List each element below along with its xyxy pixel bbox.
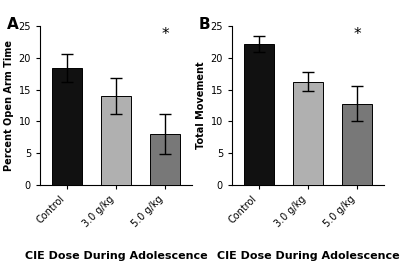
Text: CIE Dose During Adolescence: CIE Dose During Adolescence <box>217 251 399 261</box>
Text: A: A <box>6 17 18 32</box>
Text: *: * <box>353 27 361 42</box>
Y-axis label: Percent Open Arm Time: Percent Open Arm Time <box>4 40 14 171</box>
Bar <box>150 134 180 185</box>
Bar <box>101 96 131 185</box>
Text: *: * <box>161 27 169 42</box>
Y-axis label: Total Movement: Total Movement <box>196 62 206 149</box>
Bar <box>244 44 274 185</box>
Bar <box>293 82 323 185</box>
Bar <box>342 104 372 185</box>
Text: B: B <box>198 17 210 32</box>
Bar <box>52 68 82 185</box>
Text: CIE Dose During Adolescence: CIE Dose During Adolescence <box>25 251 207 261</box>
